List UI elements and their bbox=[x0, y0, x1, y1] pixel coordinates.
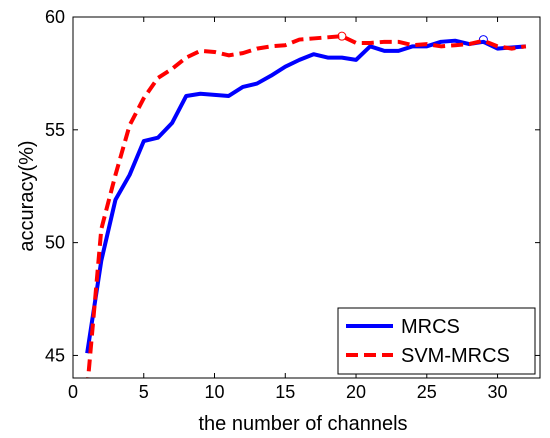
y-tick-label: 55 bbox=[45, 120, 65, 140]
series-marker-mrcs bbox=[478, 35, 488, 45]
x-tick-label: 15 bbox=[275, 382, 295, 402]
axis-ticks: 0 5 10 15 20 25 30 45 50 55 60 bbox=[45, 7, 540, 402]
x-tick-label: 20 bbox=[346, 382, 366, 402]
x-tick-label: 30 bbox=[488, 382, 508, 402]
x-tick-label: 10 bbox=[204, 382, 224, 402]
x-axis-label: the number of channels bbox=[198, 413, 407, 435]
plot-frame bbox=[72, 16, 541, 379]
y-axis-label: accuracy(%) bbox=[16, 140, 38, 251]
y-tick-label: 45 bbox=[45, 345, 65, 365]
series-lines bbox=[85, 31, 527, 378]
series-line-mrcs bbox=[85, 38, 527, 354]
series-line-svm-mrcs bbox=[86, 34, 527, 378]
legend-label-svm-mrcs: SVM-MRCS bbox=[401, 345, 510, 367]
x-tick-label: 0 bbox=[68, 382, 78, 402]
y-tick-label: 60 bbox=[45, 7, 65, 27]
legend-label-mrcs: MRCS bbox=[401, 316, 460, 338]
legend-box bbox=[337, 307, 536, 375]
y-tick-label: 50 bbox=[45, 233, 65, 253]
legend: MRCS SVM-MRCS bbox=[337, 307, 536, 375]
x-tick-label: 5 bbox=[139, 382, 149, 402]
x-tick-label: 25 bbox=[417, 382, 437, 402]
series-marker-svm-mrcs bbox=[337, 31, 347, 41]
